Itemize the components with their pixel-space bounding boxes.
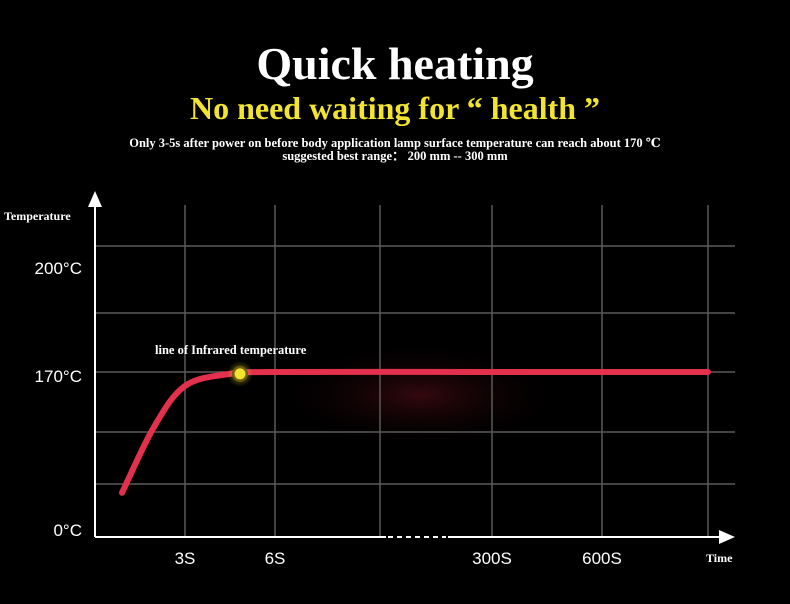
info-line-2: suggested best range： 200 mm -- 300 mm <box>282 149 508 163</box>
page-title: Quick heating <box>256 38 534 89</box>
y-axis-arrow-icon <box>88 191 102 207</box>
page-subtitle: No need waiting for “ health ” <box>189 90 601 126</box>
y-tick-labels: 0°C 170°C 200°C <box>35 259 82 540</box>
x-axis-arrow-icon <box>719 530 735 544</box>
y-tick-label: 0°C <box>53 521 82 540</box>
y-axis-title: Temperature <box>4 209 71 223</box>
heat-point-marker <box>227 360 253 387</box>
x-axis-title: Time <box>706 551 733 565</box>
series-annotation: line of Infrared temperature <box>155 343 307 357</box>
heat-point-dot <box>234 368 246 380</box>
x-tick-labels: 3S 6S 300S 600S <box>175 549 622 568</box>
x-axis <box>95 530 735 544</box>
x-tick-label: 300S <box>472 549 512 568</box>
x-tick-label: 3S <box>175 549 196 568</box>
x-tick-label: 6S <box>265 549 286 568</box>
infrared-temperature-line <box>119 368 711 496</box>
background-glow <box>270 340 570 450</box>
y-tick-label: 200°C <box>35 259 82 278</box>
y-axis <box>88 191 102 537</box>
y-tick-label: 170°C <box>35 367 82 386</box>
x-tick-label: 600S <box>582 549 622 568</box>
info-line-1: Only 3-5s after power on before body app… <box>129 136 661 150</box>
